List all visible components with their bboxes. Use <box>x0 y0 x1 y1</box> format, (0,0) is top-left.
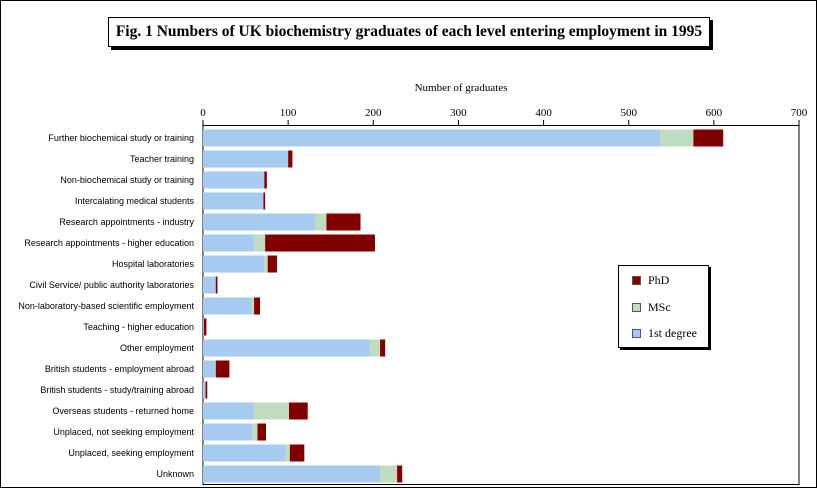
category-label: Teacher training <box>130 154 194 164</box>
legend-swatch-1st-degree <box>632 328 641 338</box>
bar-msc <box>254 234 266 252</box>
x-tick-label: 700 <box>791 107 808 119</box>
legend-item-msc: MSc <box>632 300 671 314</box>
bars <box>203 129 724 483</box>
category-label: Other employment <box>120 343 195 353</box>
category-label: Unplaced, seeking employment <box>68 448 194 458</box>
bar-1st-degree <box>203 192 264 210</box>
bar-1st-degree <box>203 234 255 252</box>
bar-1st-degree <box>203 444 286 462</box>
bar-1st-degree <box>203 465 381 483</box>
category-label: Teaching - higher education <box>83 322 194 332</box>
legend-label-1st-degree: 1st degree <box>648 325 697 340</box>
bar-phd <box>215 360 230 378</box>
bar-phd <box>264 171 267 189</box>
bar-msc <box>252 423 258 441</box>
plot-border <box>202 125 800 485</box>
bar-1st-degree <box>203 297 252 315</box>
legend-label-phd: PhD <box>648 272 670 287</box>
bar-1st-degree <box>203 423 253 441</box>
bar-1st-degree <box>203 360 215 378</box>
legend-swatch-msc <box>632 302 641 312</box>
category-label: Research appointments - industry <box>59 217 194 227</box>
x-axis-title: Number of graduates <box>414 82 508 94</box>
category-label: Civil Service/ public authority laborato… <box>29 280 194 290</box>
bar-msc <box>660 129 694 147</box>
category-label: Non-biochemical study or training <box>60 175 194 185</box>
bar-msc <box>214 360 216 378</box>
bar-phd <box>254 297 261 315</box>
bar-1st-degree <box>203 318 204 336</box>
category-label: Hospital laboratories <box>112 259 195 269</box>
category-label: Non-laboratory-based scientific employme… <box>18 301 194 311</box>
bar-msc <box>251 297 255 315</box>
x-tick-label: 100 <box>280 107 297 119</box>
bar-1st-degree <box>203 255 265 273</box>
bar-1st-degree <box>203 402 255 420</box>
bar-phd <box>267 255 278 273</box>
bar-phd <box>693 129 724 147</box>
bar-phd <box>265 234 375 252</box>
bar-1st-degree <box>203 276 216 294</box>
legend-item-1st-degree: 1st degree <box>632 326 697 340</box>
chart-title: Fig. 1 Numbers of UK biochemistry gradua… <box>108 17 710 47</box>
x-tick-label: 0 <box>200 107 206 119</box>
bar-msc <box>254 402 289 420</box>
bar-1st-degree <box>203 381 206 399</box>
bar-msc <box>264 255 268 273</box>
x-tick-label: 500 <box>620 107 637 119</box>
legend-item-phd: PhD <box>632 273 669 287</box>
bar-1st-degree <box>203 213 316 231</box>
bar-phd <box>380 339 386 357</box>
x-tick-label: 600 <box>706 107 723 119</box>
legend: PhD MSc 1st degree <box>618 265 709 348</box>
bar-phd <box>288 150 293 168</box>
bar-msc <box>315 213 327 231</box>
bar-msc <box>380 465 398 483</box>
category-label: Intercalating medical students <box>75 196 195 206</box>
bar-phd <box>215 276 218 294</box>
bar-1st-degree <box>203 150 289 168</box>
bar-1st-degree <box>203 171 265 189</box>
bar-1st-degree <box>203 129 661 147</box>
bar-phd <box>326 213 361 231</box>
x-axis-ticks: 0 100 200 300 400 500 600 700 <box>200 107 808 126</box>
category-label: Unplaced, not seeking employment <box>53 427 194 437</box>
bar-phd <box>288 402 308 420</box>
legend-label-msc: MSc <box>648 299 671 314</box>
bar-msc <box>369 339 381 357</box>
category-label: British students - study/training abroad <box>40 385 194 395</box>
bar-1st-degree <box>203 339 370 357</box>
category-label: Unknown <box>156 469 194 479</box>
bar-phd <box>397 465 403 483</box>
category-label: British students - employment abroad <box>45 364 194 374</box>
x-tick-label: 400 <box>535 107 552 119</box>
category-label: Overseas students - returned home <box>52 406 194 416</box>
bar-phd <box>263 192 266 210</box>
x-tick-label: 300 <box>450 107 467 119</box>
bar-phd <box>289 444 305 462</box>
bar-phd <box>205 381 208 399</box>
bar-phd <box>203 318 207 336</box>
bar-msc <box>285 444 290 462</box>
category-label: Further biochemical study or training <box>48 133 194 143</box>
bar-phd <box>257 423 267 441</box>
x-tick-label: 200 <box>365 107 382 119</box>
legend-swatch-phd <box>632 275 641 285</box>
category-labels: Further biochemical study or training Tea… <box>18 133 194 479</box>
category-label: Research appointments - higher education <box>24 238 194 248</box>
